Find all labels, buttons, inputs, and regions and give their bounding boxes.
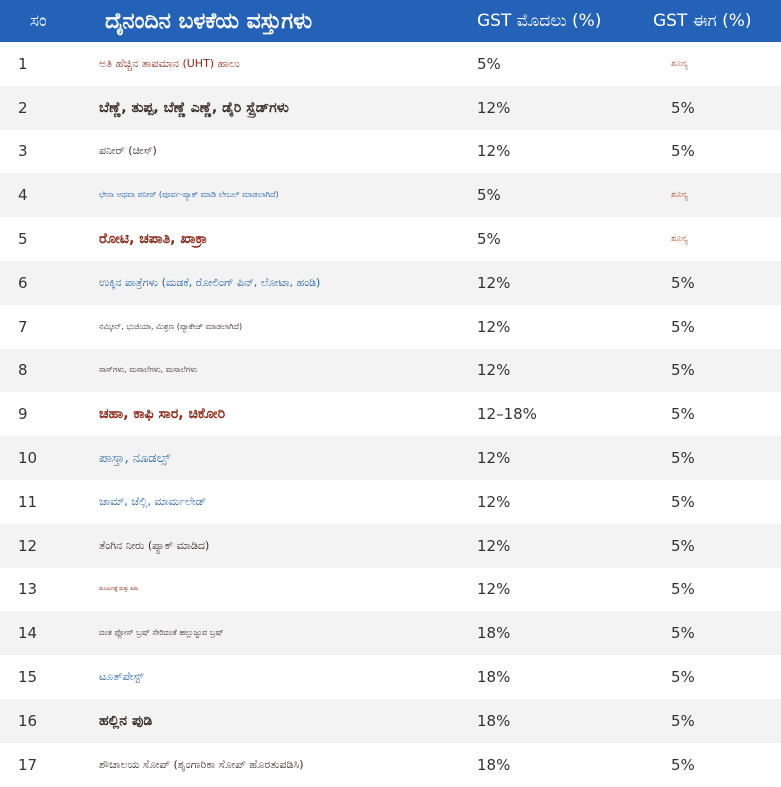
table-cell: ದಂತ ಫ್ಲೋಸ್ ಬ್ರಷ್ ಸೇರಿದಂತೆ ಹಲ್ಲುಜ್ಜುವ ಬ್ರ… <box>99 628 224 638</box>
header-cell: GST ಈಗ (%) <box>653 0 781 42</box>
table-row: 3 ಪನೀರ್ (ಚೀಸ್) 12% 5% <box>0 130 781 174</box>
table-cell: 7 <box>18 317 28 336</box>
table-cell: 9 <box>18 405 28 424</box>
table-cell: 16 <box>18 711 38 730</box>
header-row: ಸಂ ದೈನಂದಿನ ಬಳಕೆಯ ವಸ್ತುಗಳು GST ಮೊದಲು (%) … <box>0 0 781 42</box>
table-row: 5 ರೋಟಿ, ಚಪಾತಿ, ಖಾಕ್ರಾ 5% ಶೂನ್ಯ <box>0 217 781 261</box>
table-cell: 12–18% <box>477 405 537 424</box>
table-cell: 14 <box>18 624 38 643</box>
table-row: 2 ಬೆಣ್ಣೆ, ತುಪ್ಪ, ಬೆಣ್ಣೆ ಎಣ್ಣೆ, ಡೈರಿ ಸ್ಪ್ರ… <box>0 85 781 130</box>
table-cell: 18% <box>477 755 511 774</box>
table-body: 1 ಅತಿ ಹೆಚ್ಚಿನ ತಾಪಮಾನ (UHT) ಹಾಲು 5% ಶೂನ್ಯ 2 ಬೆ… <box>0 42 781 787</box>
table-cell: 2 <box>18 98 28 117</box>
table-cell: 5% <box>671 317 695 336</box>
table-cell: 5% <box>671 142 695 161</box>
table-cell: ಜಾಮ್, ಜೆಲ್ಲಿ, ಮಾರ್ಮಲೇಡ್ <box>99 494 207 508</box>
table-cell: ಶೌಚಾಲಯ ಸೋಪ್ (ಶೃಂಗಾರಿಕಾ ಸೋಪ್ ಹೊರತುಪಡಿಸಿ) <box>99 757 304 771</box>
table-cell: ಪನೀರ್ (ಚೀಸ್) <box>99 144 157 158</box>
table-cell: ಬೆಣ್ಣೆ, ತುಪ್ಪ, ಬೆಣ್ಣೆ ಎಣ್ಣೆ, ಡೈರಿ ಸ್ಪ್ರೆ… <box>99 99 289 116</box>
table-row: 9 ಚಹಾ, ಕಾಫಿ ಸಾರ, ಚಿಕೋರಿ 12–18% 5% <box>0 392 781 436</box>
table-row: 4 ಛೇನಾ ಅಥವಾ ಪನೀರ್ (ಪೂರ್ವ-ಪ್ಯಾಕ್ ಮಾಡಿ ಲೇಬಲ… <box>0 173 781 218</box>
table-cell: 11 <box>18 492 38 511</box>
table-cell: 18% <box>477 624 511 643</box>
table-cell: ನಮ್ಕೀನ್, ಭುಜಿಯಾ, ಮಿಶ್ರಣ (ಪ್ಯಾಕೇಜ್ ಮಾಡಲಾಗ… <box>99 321 243 331</box>
table-row: 7 ನಮ್ಕೀನ್, ಭುಜಿಯಾ, ಮಿಶ್ರಣ (ಪ್ಯಾಕೇಜ್ ಮಾಡಲಾ… <box>0 305 781 349</box>
table-cell: 6 <box>18 273 28 292</box>
table-row: 17 ಶೌಚಾಲಯ ಸೋಪ್ (ಶೃಂಗಾರಿಕಾ ಸೋಪ್ ಹೊರತುಪಡಿಸಿ… <box>0 743 781 787</box>
table-row: 14 ದಂತ ಫ್ಲೋಸ್ ಬ್ರಷ್ ಸೇರಿದಂತೆ ಹಲ್ಲುಜ್ಜುವ ಬ… <box>0 611 781 656</box>
table-row: 15 ಟೂತ್‌ಪೇಸ್ಟ್ 18% 5% <box>0 655 781 699</box>
table-row: 12 ತೆಂಗಿನ ನೀರು (ಪ್ಯಾಕ್ ಮಾಡಿದ) 12% 5% <box>0 523 781 568</box>
table-row: 10 ಪಾಸ್ತಾ, ನೂಡಲ್ಸ್ 12% 5% <box>0 436 781 480</box>
table-cell: ಶೂನ್ಯ <box>671 58 688 69</box>
table-cell: 5% <box>477 54 501 73</box>
table-cell: ಪಾಸ್ತಾ, ನೂಡಲ್ಸ್ <box>99 450 171 466</box>
table-row: 13 ಮಂಜುಗಡ್ಡೆ ಮತ್ತು ಹಿಮ 12% 5% <box>0 568 781 612</box>
header-cell: ಸಂ <box>0 0 95 42</box>
table-cell: 12% <box>477 361 511 380</box>
table-cell: 5% <box>671 711 695 730</box>
table-cell: 13 <box>18 580 38 599</box>
table-cell: 5% <box>671 492 695 511</box>
table-cell: 12% <box>477 536 511 555</box>
table-row: 16 ಹಲ್ಲಿನ ಪುಡಿ 18% 5% <box>0 698 781 743</box>
table-cell: ಮಂಜುಗಡ್ಡೆ ಮತ್ತು ಹಿಮ <box>99 586 139 593</box>
table-cell: 5% <box>477 186 501 205</box>
table-cell: 15 <box>18 668 38 687</box>
table-cell: 5% <box>671 405 695 424</box>
table-row: 6 ಉಕ್ಕಿನ ಪಾತ್ರೆಗಳು (ಮಡಕೆ, ರೋಲಿಂಗ್ ಪಿನ್, ಲ… <box>0 260 781 305</box>
table-cell: 12% <box>477 580 511 599</box>
table-cell: 3 <box>18 142 28 161</box>
table-cell: 5% <box>671 361 695 380</box>
table-cell: 5% <box>671 580 695 599</box>
table-cell: 5% <box>671 624 695 643</box>
table-cell: ಅತಿ ಹೆಚ್ಚಿನ ತಾಪಮಾನ (UHT) ಹಾಲು <box>99 56 240 70</box>
table-cell: ಚಹಾ, ಕಾಫಿ ಸಾರ, ಚಿಕೋರಿ <box>99 406 226 423</box>
table-row: 1 ಅತಿ ಹೆಚ್ಚಿನ ತಾಪಮಾನ (UHT) ಹಾಲು 5% ಶೂನ್ಯ <box>0 42 781 86</box>
table-cell: ಉಕ್ಕಿನ ಪಾತ್ರೆಗಳು (ಮಡಕೆ, ರೋಲಿಂಗ್ ಪಿನ್, ಲೋ… <box>99 275 321 289</box>
table-cell: ಶೂನ್ಯ <box>671 190 688 201</box>
table-cell: 12% <box>477 273 511 292</box>
table-cell: 5% <box>671 98 695 117</box>
table-cell: 12% <box>477 492 511 511</box>
table-cell: ಹಲ್ಲಿನ ಪುಡಿ <box>99 712 153 729</box>
table-cell: ಛೇನಾ ಅಥವಾ ಪನೀರ್ (ಪೂರ್ವ-ಪ್ಯಾಕ್ ಮಾಡಿ ಲೇಬಲ್… <box>99 190 279 200</box>
table-cell: 10 <box>18 449 38 468</box>
table-cell: 5% <box>671 536 695 555</box>
table-cell: 1 <box>18 54 28 73</box>
table-cell: 5% <box>671 449 695 468</box>
header-cell: GST ಮೊದಲು (%) <box>477 0 653 42</box>
header-cell: ದೈನಂದಿನ ಬಳಕೆಯ ವಸ್ತುಗಳು <box>95 0 477 42</box>
table-cell: 12% <box>477 98 511 117</box>
table-cell: 8 <box>18 361 28 380</box>
table-cell: ಸಾಸ್‌ಗಳು, ಮಸಾಲೆಗಳು, ಮಸಾಲೆಗಳು <box>99 365 198 375</box>
table-cell: 12% <box>477 142 511 161</box>
table-cell: 5% <box>671 755 695 774</box>
table-row: 11 ಜಾಮ್, ಜೆಲ್ಲಿ, ಮಾರ್ಮಲೇಡ್ 12% 5% <box>0 480 781 524</box>
table-header: ಸಂ ದೈನಂದಿನ ಬಳಕೆಯ ವಸ್ತುಗಳು GST ಮೊದಲು (%) … <box>0 0 781 42</box>
table-cell: 12% <box>477 317 511 336</box>
table-cell: 5% <box>671 273 695 292</box>
table-cell: 18% <box>477 668 511 687</box>
table-cell: ರೋಟಿ, ಚಪಾತಿ, ಖಾಕ್ರಾ <box>99 231 208 248</box>
table-cell: ತೆಂಗಿನ ನೀರು (ಪ್ಯಾಕ್ ಮಾಡಿದ) <box>99 538 210 552</box>
table-cell: 4 <box>18 186 28 205</box>
table-cell: 5 <box>18 230 28 249</box>
table-cell: ಶೂನ್ಯ <box>671 234 688 245</box>
table-cell: 12 <box>18 536 38 555</box>
table-cell: 5% <box>477 230 501 249</box>
table-cell: 18% <box>477 711 511 730</box>
table-cell: 12% <box>477 449 511 468</box>
table-cell: ಟೂತ್‌ಪೇಸ್ಟ್ <box>99 670 144 684</box>
table-cell: 5% <box>671 668 695 687</box>
table-row: 8 ಸಾಸ್‌ಗಳು, ಮಸಾಲೆಗಳು, ಮಸಾಲೆಗಳು 12% 5% <box>0 348 781 393</box>
table-cell: 17 <box>18 755 38 774</box>
